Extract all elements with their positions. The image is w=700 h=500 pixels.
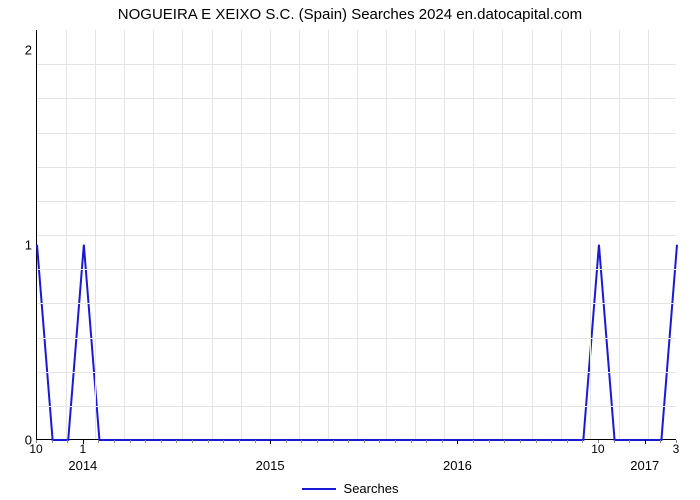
x-tick-major [270,440,271,444]
x-tick-minor [98,440,99,443]
x-tick-minor [286,440,287,443]
x-tick-minor [317,440,318,443]
gridline-horizontal [37,167,676,168]
x-tick-minor [536,440,537,443]
x-tick-label: 1 [79,442,86,456]
x-tick-minor [426,440,427,443]
x-tick-minor [301,440,302,443]
x-tick-minor [333,440,334,443]
legend-swatch [302,488,336,490]
gridline-horizontal [37,201,676,202]
x-year-label: 2016 [443,458,472,473]
x-tick-minor [614,440,615,443]
x-tick-minor [239,440,240,443]
x-tick-major [645,440,646,444]
x-tick-minor [660,440,661,443]
y-tick-label: 1 [16,237,32,252]
legend-label: Searches [344,481,399,496]
chart-container: NOGUEIRA E XEIXO S.C. (Spain) Searches 2… [0,0,700,500]
chart-title: NOGUEIRA E XEIXO S.C. (Spain) Searches 2… [0,6,700,23]
x-tick-major [83,440,84,444]
x-tick-minor [161,440,162,443]
x-tick-minor [176,440,177,443]
x-tick-minor [114,440,115,443]
gridline-horizontal [37,269,676,270]
gridline-horizontal [37,235,676,236]
x-tick-minor [582,440,583,443]
x-tick-label: 3 [673,442,680,456]
gridline-horizontal [37,133,676,134]
x-tick-minor [145,440,146,443]
x-tick-minor [223,440,224,443]
plot-area [36,30,676,440]
gridline-horizontal [37,338,676,339]
x-tick-minor [208,440,209,443]
x-tick-minor [52,440,53,443]
x-tick-minor [567,440,568,443]
gridline-horizontal [37,64,676,65]
x-tick-minor [551,440,552,443]
x-tick-minor [629,440,630,443]
x-tick-label: 10 [29,442,42,456]
gridline-horizontal [37,372,676,373]
gridline-horizontal [37,98,676,99]
x-year-label: 2017 [630,458,659,473]
x-tick-minor [504,440,505,443]
x-tick-minor [520,440,521,443]
x-tick-minor [473,440,474,443]
x-tick-minor [489,440,490,443]
legend: Searches [0,480,700,496]
x-tick-minor [255,440,256,443]
x-tick-minor [130,440,131,443]
gridline-horizontal [37,303,676,304]
x-year-label: 2014 [68,458,97,473]
x-tick-minor [395,440,396,443]
x-tick-minor [348,440,349,443]
y-tick-label: 2 [16,42,32,57]
x-tick-minor [411,440,412,443]
x-year-label: 2015 [256,458,285,473]
x-tick-minor [67,440,68,443]
x-tick-minor [364,440,365,443]
gridline-horizontal [37,406,676,407]
x-tick-minor [192,440,193,443]
x-tick-major [457,440,458,444]
x-tick-label: 10 [591,442,604,456]
x-tick-minor [379,440,380,443]
x-tick-minor [442,440,443,443]
